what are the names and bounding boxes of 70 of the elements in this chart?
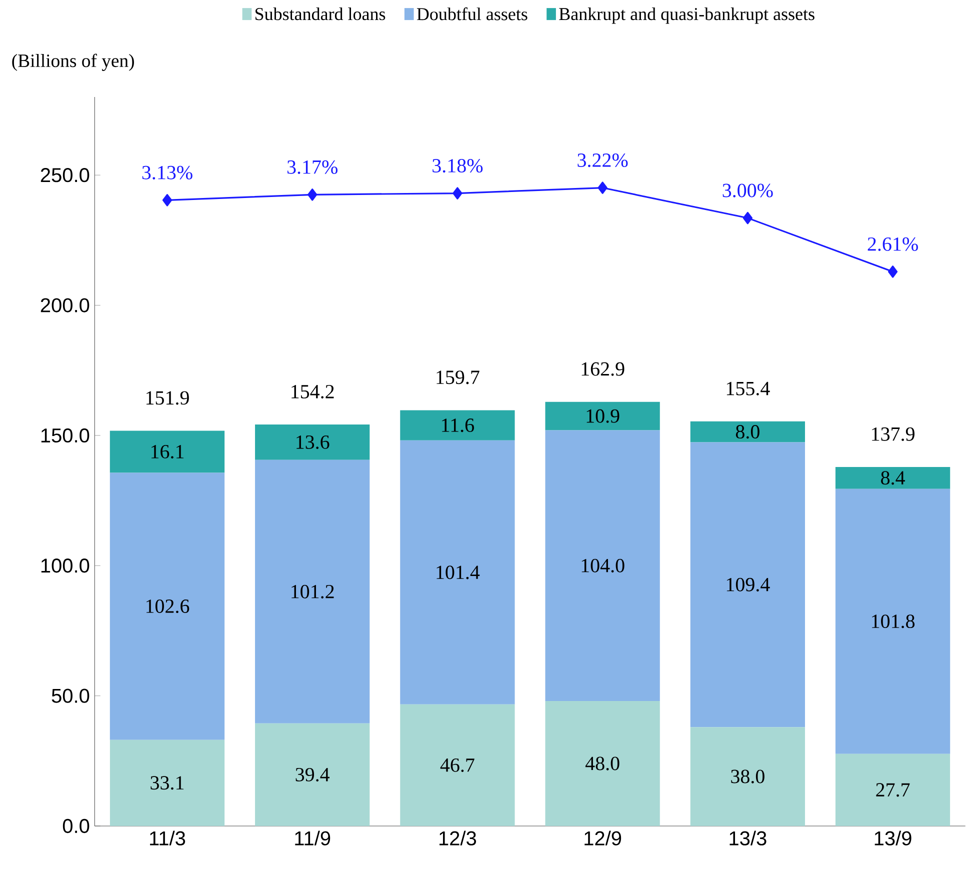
data-label: 104.0 xyxy=(582,558,624,572)
data-label: 3.18% xyxy=(432,158,483,173)
data-label: 101.2 xyxy=(292,584,334,598)
data-label: 11.6 xyxy=(442,418,474,432)
total-label: 151.9 xyxy=(146,391,189,405)
y-tick-label: 250.0 xyxy=(40,168,90,182)
data-label: 8.4 xyxy=(881,471,905,485)
data-label: 101.8 xyxy=(872,614,915,628)
bar xyxy=(110,430,225,473)
y-tick-label: 0.0 xyxy=(62,818,90,834)
total-label: 155.4 xyxy=(726,382,770,396)
data-label: 13.6 xyxy=(296,435,330,449)
data-label: 10.9 xyxy=(586,409,620,423)
y-tick-label: 200.0 xyxy=(40,298,90,312)
data-label: 8.0 xyxy=(736,425,760,439)
legend-label: Doubtful assets xyxy=(416,7,528,20)
point xyxy=(888,266,898,278)
data-label: 33.1 xyxy=(150,776,184,790)
bar xyxy=(400,410,515,440)
data-label: 48.0 xyxy=(585,756,620,770)
data-label: 38.0 xyxy=(731,770,764,784)
bar xyxy=(835,754,950,826)
bar xyxy=(835,466,950,489)
x-tick-label: 11/9 xyxy=(295,830,330,846)
data-label: 39.4 xyxy=(296,768,330,782)
x-tick-label: 13/9 xyxy=(874,830,912,846)
total-label: 159.7 xyxy=(436,370,480,384)
x-tick-label: 12/3 xyxy=(440,830,476,846)
point xyxy=(308,188,318,201)
data-label: 46.7 xyxy=(440,758,474,772)
point xyxy=(742,212,752,224)
point xyxy=(452,187,462,200)
bar xyxy=(110,740,225,826)
bar xyxy=(545,402,660,430)
bar xyxy=(255,460,370,724)
data-label: 101.4 xyxy=(436,566,480,580)
point xyxy=(598,182,608,194)
data-label: 27.7 xyxy=(876,783,910,797)
data-label: 3.13% xyxy=(142,166,192,180)
data-label: 16.1 xyxy=(151,444,184,459)
data-label: 3.17% xyxy=(287,160,338,174)
legend-label: Substandard loans xyxy=(256,7,386,20)
x-tick-label: 12/9 xyxy=(584,830,622,846)
x-tick-label: 11/3 xyxy=(150,830,186,846)
bar xyxy=(545,701,660,826)
legend-label: Bankrupt and quasi-bankrupt assets xyxy=(559,7,814,24)
bar xyxy=(690,727,805,826)
bar xyxy=(400,440,515,704)
total-label: 154.2 xyxy=(292,384,334,398)
data-label: 109.4 xyxy=(726,578,770,592)
bar xyxy=(545,430,660,702)
data-label: 102.6 xyxy=(146,599,190,614)
data-label: 2.61% xyxy=(868,237,918,251)
bar xyxy=(110,472,225,740)
y-tick-label: 50.0 xyxy=(52,688,90,703)
y-tick-label: 150.0 xyxy=(41,428,90,443)
x-tick-label: 13/3 xyxy=(730,830,766,846)
total-label: 137.9 xyxy=(872,427,914,441)
bar xyxy=(255,424,370,460)
bar xyxy=(255,723,370,826)
data-label: 3.00% xyxy=(722,184,773,198)
bar xyxy=(400,704,515,826)
bar xyxy=(835,488,950,754)
y-tick-label: 100.0 xyxy=(41,558,90,573)
data-label: 3.22% xyxy=(578,153,628,168)
y-axis-title: (Billions of yen) xyxy=(12,54,134,71)
total-label: 162.9 xyxy=(582,362,624,376)
point xyxy=(162,194,172,206)
bar xyxy=(690,421,805,442)
bar xyxy=(690,442,805,728)
